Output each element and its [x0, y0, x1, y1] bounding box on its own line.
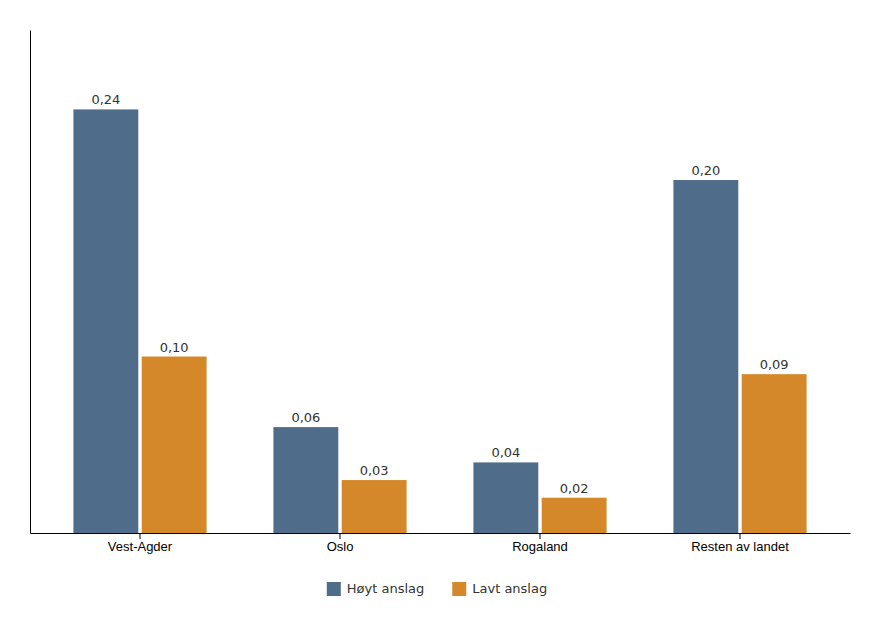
- data-label: 0,09: [760, 357, 789, 372]
- data-label: 0,03: [360, 463, 389, 478]
- legend-swatch: [327, 582, 341, 596]
- x-tick: Vest-Agder: [108, 533, 173, 554]
- bar: [542, 498, 607, 533]
- data-label: 0,02: [560, 481, 589, 496]
- bar-series: [73, 109, 738, 533]
- y-axis: [30, 31, 31, 534]
- x-axis: Vest-Agder Oslo Rogaland Resten av landet: [31, 533, 851, 554]
- legend-label: Høyt anslag: [347, 581, 424, 596]
- chart-svg: 0,24 0,06 0,04 0,20 0,10 0,03 0,02 0,09 Vest-Agd…: [0, 0, 874, 623]
- x-tick: Resten av landet: [691, 533, 789, 554]
- data-label: 0,24: [91, 92, 120, 107]
- data-labels: 0,24 0,06 0,04 0,20 0,10 0,03 0,02 0,09: [91, 92, 788, 495]
- x-tick-label: Vest-Agder: [108, 539, 173, 554]
- x-axis-line: [31, 533, 851, 534]
- x-tick-mark: [740, 533, 741, 539]
- bar: [673, 180, 738, 533]
- x-tick-mark: [540, 533, 541, 539]
- bar-series: [142, 357, 807, 533]
- legend-label: Lavt anslag: [472, 581, 547, 596]
- x-tick: Oslo: [327, 533, 354, 554]
- data-label: 0,04: [491, 445, 520, 460]
- x-tick: Rogaland: [512, 533, 568, 554]
- legend-item: Høyt anslag: [327, 581, 424, 596]
- bar: [473, 462, 538, 533]
- data-label: 0,06: [291, 410, 320, 425]
- bar: [273, 427, 338, 533]
- y-axis-line: [30, 31, 31, 534]
- bar: [142, 357, 207, 533]
- x-tick-mark: [140, 533, 141, 539]
- x-tick-label: Oslo: [327, 539, 354, 554]
- bar: [73, 109, 138, 533]
- x-tick-mark: [340, 533, 341, 539]
- bar: [342, 480, 407, 533]
- bar: [742, 374, 807, 533]
- plot-area: 0,24 0,06 0,04 0,20 0,10 0,03 0,02 0,09 Vest-Agd…: [31, 31, 851, 555]
- data-label: 0,10: [160, 340, 189, 355]
- legend-item: Lavt anslag: [452, 581, 547, 596]
- legend: Høyt anslag Lavt anslag: [327, 581, 547, 596]
- x-tick-label: Rogaland: [512, 539, 568, 554]
- x-tick-label: Resten av landet: [691, 539, 789, 554]
- legend-swatch: [452, 582, 466, 596]
- data-label: 0,20: [691, 163, 720, 178]
- bars: [73, 109, 806, 533]
- chart-container: 0,24 0,06 0,04 0,20 0,10 0,03 0,02 0,09 Vest-Agd…: [0, 0, 874, 623]
